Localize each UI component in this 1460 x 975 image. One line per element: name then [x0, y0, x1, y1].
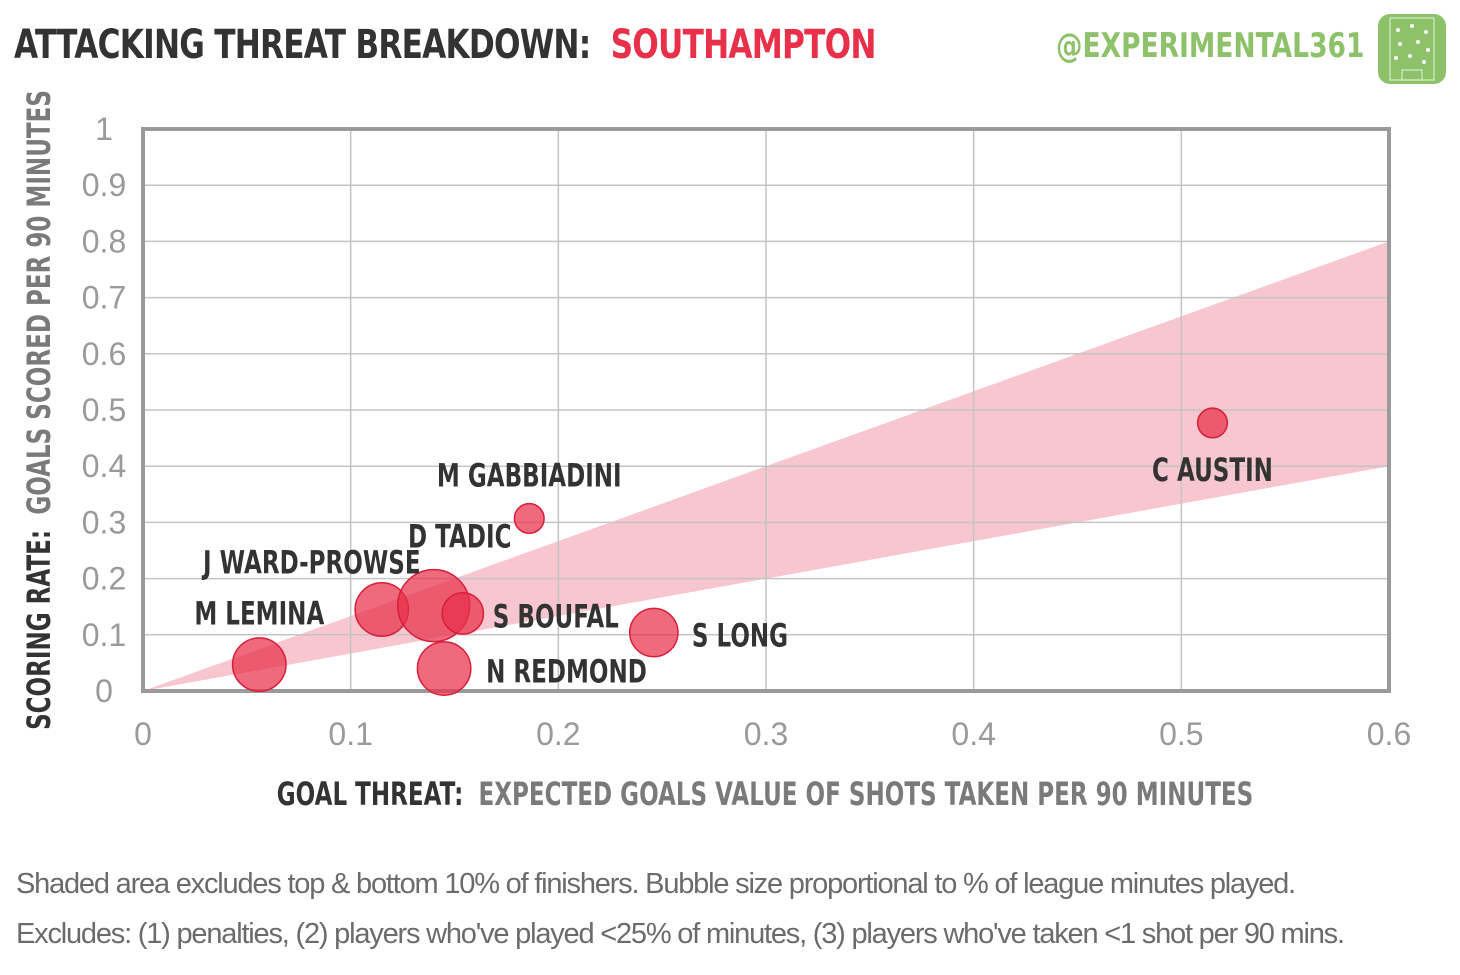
bubble-label-4: N REDMOND	[486, 653, 647, 691]
x-tick-label-6: 0.6	[1367, 716, 1411, 752]
title-team: SOUTHAMPTON	[610, 22, 877, 68]
bubble-5	[513, 502, 545, 535]
x-tick-label-1: 0.1	[328, 716, 372, 752]
y-tick-label-5: 0.5	[82, 392, 126, 428]
title-prefix: ATTACKING THREAT BREAKDOWN:	[14, 22, 591, 68]
y-tick-label-9: 0.9	[82, 167, 126, 203]
bubble-label-1: J WARD-PROWSE	[201, 544, 420, 582]
footnote-line-1: Shaded area excludes top & bottom 10% of…	[16, 868, 1296, 900]
bubble-label-2: D TADIC	[408, 518, 511, 556]
bubble-label-3: S BOUFAL	[493, 598, 619, 636]
chart-title: ATTACKING THREAT BREAKDOWN: SOUTHAMPTON	[14, 22, 1119, 78]
x-tick-label-0: 0	[134, 716, 152, 752]
y-tick-label-6: 0.6	[82, 336, 126, 372]
y-axis-label: SCORING RATE: GOALS SCORED PER 90 MINUTE…	[20, 90, 58, 730]
plot-frame	[141, 127, 1391, 693]
x-axis-label-bold: GOAL THREAT:	[277, 775, 464, 813]
y-tick-label-10: 1	[95, 111, 113, 147]
y-tick-label-4: 0.4	[82, 448, 126, 484]
bubble-label-6: S LONG	[692, 617, 788, 655]
x-axis-label: GOAL THREAT: EXPECTED GOALS VALUE OF SHO…	[277, 775, 1253, 813]
bubble-4	[416, 641, 472, 696]
y-tick-label-7: 0.7	[82, 280, 126, 316]
x-axis-label-rest: EXPECTED GOALS VALUE OF SHOTS TAKEN PER …	[479, 775, 1254, 813]
chart-title-text: ATTACKING THREAT BREAKDOWN: SOUTHAMPTON	[14, 22, 876, 68]
bubble-label-5: M GABBIADINI	[437, 457, 622, 495]
x-tick-label-3: 0.3	[744, 716, 788, 752]
bubble-label-0: M LEMINA	[194, 595, 324, 633]
twitter-handle: @EXPERIMENTAL361	[1055, 26, 1364, 66]
y-tick-label-0: 0	[95, 673, 113, 709]
y-tick-labels: 0 0.1 0.2 0.3 0.4 0.5 0.6 0.7 0.8 0.9 1	[82, 111, 126, 709]
y-axis-label-bold: SCORING RATE:	[20, 530, 58, 730]
bubble-3	[441, 592, 485, 635]
y-tick-label-1: 0.1	[82, 617, 126, 653]
x-tick-label-5: 0.5	[1159, 716, 1203, 752]
y-axis-label-rest: GOALS SCORED PER 90 MINUTES	[20, 90, 58, 515]
y-tick-label-2: 0.2	[82, 561, 126, 597]
footnote-line-2: Excludes: (1) penalties, (2) players who…	[16, 918, 1345, 950]
bubble-7	[1196, 407, 1229, 439]
grid-lines	[142, 128, 1390, 692]
bubble-label-7: C AUSTIN	[1152, 451, 1273, 489]
x-tick-label-4: 0.4	[951, 716, 995, 752]
bubble-0	[231, 637, 287, 693]
y-tick-label-3: 0.3	[82, 504, 126, 540]
x-tick-labels: 0 0.1 0.2 0.3 0.4 0.5 0.6	[134, 716, 1411, 752]
x-tick-label-2: 0.2	[536, 716, 580, 752]
bubbles	[231, 407, 1229, 696]
bubble-6	[628, 607, 679, 658]
pitch-logo-icon	[1378, 14, 1446, 84]
y-tick-label-8: 0.8	[82, 223, 126, 259]
